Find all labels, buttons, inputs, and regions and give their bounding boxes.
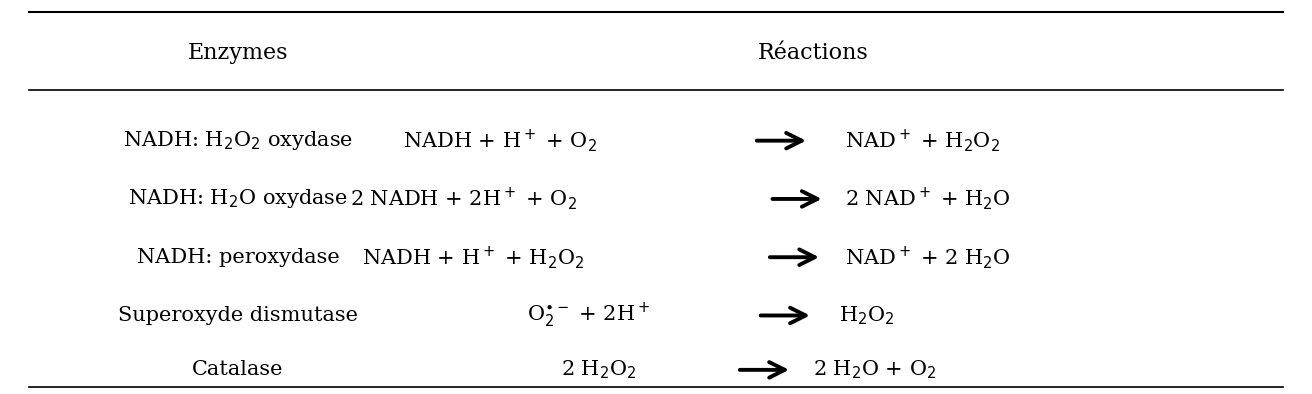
Text: NAD$^+$ + 2 H$_2$O: NAD$^+$ + 2 H$_2$O [845,244,1012,271]
Text: 2 NAD$^+$ + H$_2$O: 2 NAD$^+$ + H$_2$O [845,186,1012,212]
Text: Enzymes: Enzymes [188,42,289,64]
Text: H$_2$O$_2$: H$_2$O$_2$ [838,304,895,327]
Text: NAD$^+$ + H$_2$O$_2$: NAD$^+$ + H$_2$O$_2$ [845,127,1001,154]
Text: NADH + H$^+$ + H$_2$O$_2$: NADH + H$^+$ + H$_2$O$_2$ [362,244,584,271]
Text: Catalase: Catalase [192,361,283,379]
Text: NADH: H$_2$O oxydase: NADH: H$_2$O oxydase [129,188,348,210]
Text: Superoxyde dismutase: Superoxyde dismutase [118,306,358,325]
Text: NADH: H$_2$O$_2$ oxydase: NADH: H$_2$O$_2$ oxydase [123,129,353,152]
Text: NADH: peroxydase: NADH: peroxydase [136,248,340,267]
Text: NADH + H$^+$ + O$_2$: NADH + H$^+$ + O$_2$ [403,127,597,154]
Text: 2 H$_2$O + O$_2$: 2 H$_2$O + O$_2$ [812,359,935,381]
Text: 2 H$_2$O$_2$: 2 H$_2$O$_2$ [562,359,636,381]
Text: O$_2^{\bullet-}$ + 2H$^+$: O$_2^{\bullet-}$ + 2H$^+$ [526,301,649,330]
Text: Réactions: Réactions [757,42,869,64]
Text: 2 NADH + 2H$^+$ + O$_2$: 2 NADH + 2H$^+$ + O$_2$ [350,186,577,212]
